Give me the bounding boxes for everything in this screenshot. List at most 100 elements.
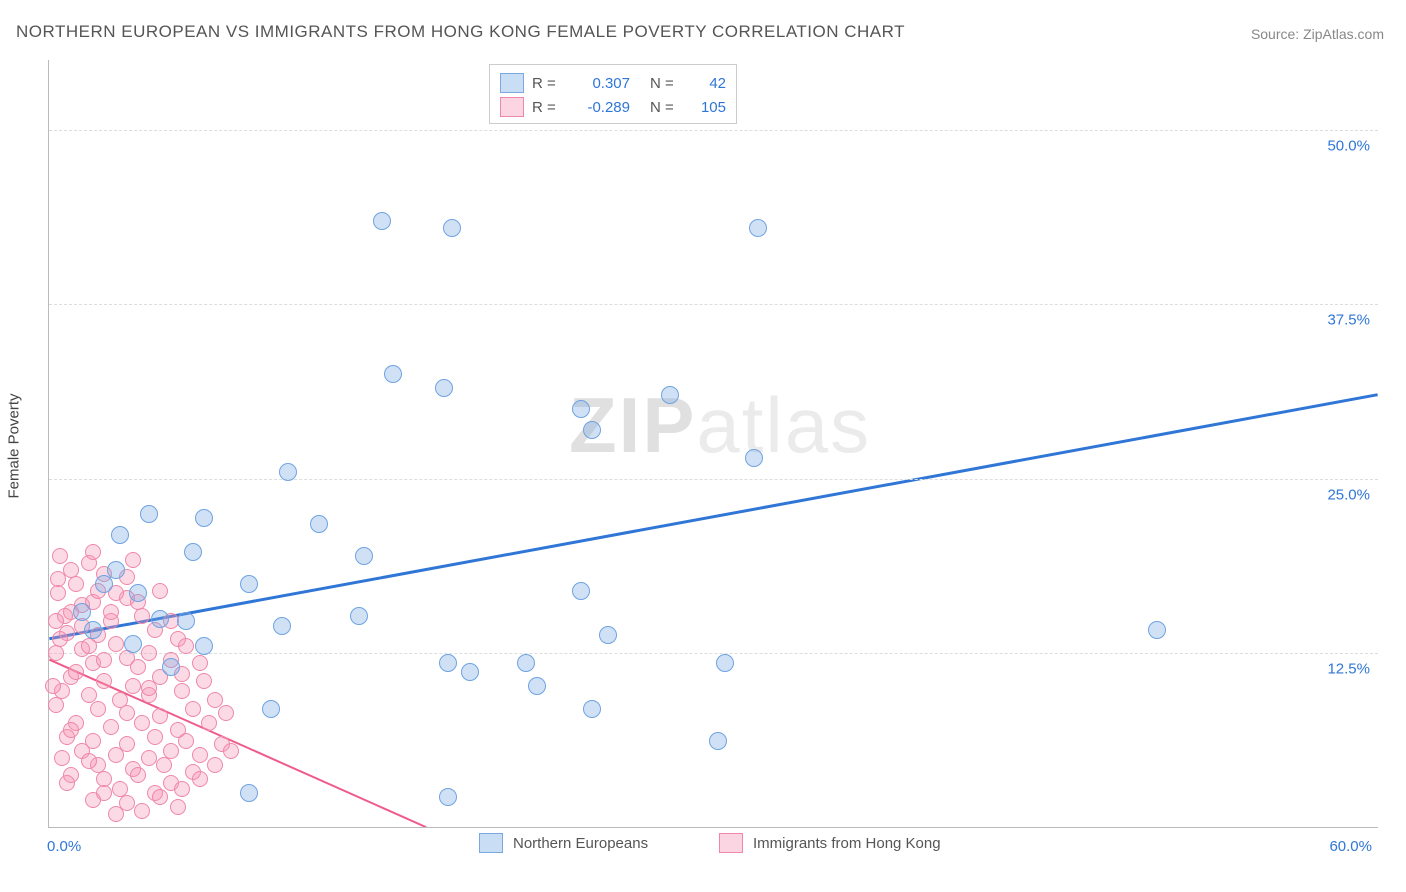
- y-tick-label: 25.0%: [1327, 486, 1370, 503]
- watermark: ZIPatlas: [569, 380, 871, 471]
- scatter-point: [107, 561, 125, 579]
- scatter-point: [310, 515, 328, 533]
- legend-swatch: [500, 97, 524, 117]
- scatter-point: [85, 544, 101, 560]
- scatter-point: [443, 219, 461, 237]
- scatter-point: [141, 750, 157, 766]
- scatter-point: [745, 449, 763, 467]
- grid-line: [49, 130, 1378, 131]
- scatter-point: [439, 788, 457, 806]
- scatter-point: [134, 608, 150, 624]
- scatter-point: [583, 421, 601, 439]
- scatter-point: [273, 617, 291, 635]
- scatter-point: [45, 678, 61, 694]
- legend-row: R = 0.307 N = 42: [500, 71, 726, 95]
- scatter-point: [185, 701, 201, 717]
- n-label: N =: [650, 99, 684, 116]
- scatter-point: [195, 509, 213, 527]
- scatter-point: [68, 664, 84, 680]
- scatter-point: [572, 400, 590, 418]
- scatter-point: [461, 663, 479, 681]
- legend-label: Northern Europeans: [513, 835, 648, 852]
- scatter-point: [435, 379, 453, 397]
- r-value: -0.289: [574, 99, 630, 116]
- legend-label: Immigrants from Hong Kong: [753, 835, 941, 852]
- scatter-point: [709, 732, 727, 750]
- scatter-point: [439, 654, 457, 672]
- n-label: N =: [650, 75, 684, 92]
- y-axis-label: Female Poverty: [6, 393, 23, 498]
- scatter-point: [48, 613, 64, 629]
- scatter-point: [192, 655, 208, 671]
- legend-swatch: [719, 833, 743, 853]
- scatter-point: [170, 799, 186, 815]
- scatter-point: [52, 631, 68, 647]
- scatter-point: [583, 700, 601, 718]
- n-value: 105: [692, 99, 726, 116]
- grid-line: [49, 479, 1378, 480]
- scatter-point: [81, 753, 97, 769]
- scatter-point: [262, 700, 280, 718]
- scatter-point: [84, 621, 102, 639]
- scatter-point: [141, 645, 157, 661]
- scatter-point: [63, 722, 79, 738]
- correlation-legend: R = 0.307 N = 42 R = -0.289 N = 105: [489, 64, 737, 124]
- r-label: R =: [532, 75, 566, 92]
- scatter-point: [134, 715, 150, 731]
- source-label: Source: ZipAtlas.com: [1251, 26, 1384, 42]
- scatter-point: [96, 673, 112, 689]
- source-value: ZipAtlas.com: [1303, 26, 1384, 42]
- scatter-point: [716, 654, 734, 672]
- scatter-point: [749, 219, 767, 237]
- r-label: R =: [532, 99, 566, 116]
- scatter-point: [103, 719, 119, 735]
- legend-row: R = -0.289 N = 105: [500, 95, 726, 119]
- category-legend-item: Northern Europeans: [479, 833, 648, 853]
- scatter-point: [147, 729, 163, 745]
- scatter-point: [50, 585, 66, 601]
- scatter-point: [59, 775, 75, 791]
- scatter-point: [96, 785, 112, 801]
- scatter-point: [350, 607, 368, 625]
- scatter-point: [125, 552, 141, 568]
- scatter-point: [178, 733, 194, 749]
- x-tick-label: 0.0%: [47, 838, 81, 855]
- scatter-point: [174, 781, 190, 797]
- scatter-point: [178, 638, 194, 654]
- scatter-point: [125, 678, 141, 694]
- y-tick-label: 37.5%: [1327, 312, 1370, 329]
- scatter-point: [68, 576, 84, 592]
- scatter-point: [599, 626, 617, 644]
- scatter-point: [52, 548, 68, 564]
- scatter-point: [63, 562, 79, 578]
- scatter-point: [130, 767, 146, 783]
- scatter-point: [156, 757, 172, 773]
- scatter-point: [129, 584, 147, 602]
- grid-line: [49, 304, 1378, 305]
- r-value: 0.307: [574, 75, 630, 92]
- scatter-point: [218, 705, 234, 721]
- chart-title: NORTHERN EUROPEAN VS IMMIGRANTS FROM HON…: [16, 22, 905, 42]
- scatter-point: [108, 747, 124, 763]
- scatter-point: [108, 806, 124, 822]
- scatter-point: [134, 803, 150, 819]
- scatter-point: [528, 677, 546, 695]
- scatter-point: [240, 575, 258, 593]
- scatter-point: [48, 697, 64, 713]
- scatter-point: [152, 708, 168, 724]
- scatter-point: [572, 582, 590, 600]
- scatter-point: [174, 683, 190, 699]
- scatter-point: [119, 705, 135, 721]
- scatter-plot: ZIPatlas R =0.307N =42R =-0.289N =105 No…: [48, 60, 1378, 828]
- y-tick-label: 12.5%: [1327, 661, 1370, 678]
- scatter-point: [207, 757, 223, 773]
- n-value: 42: [692, 75, 726, 92]
- legend-swatch: [500, 73, 524, 93]
- scatter-point: [111, 526, 129, 544]
- legend-swatch: [479, 833, 503, 853]
- scatter-point: [1148, 621, 1166, 639]
- scatter-point: [48, 645, 64, 661]
- grid-line: [49, 653, 1378, 654]
- scatter-point: [96, 652, 112, 668]
- scatter-point: [373, 212, 391, 230]
